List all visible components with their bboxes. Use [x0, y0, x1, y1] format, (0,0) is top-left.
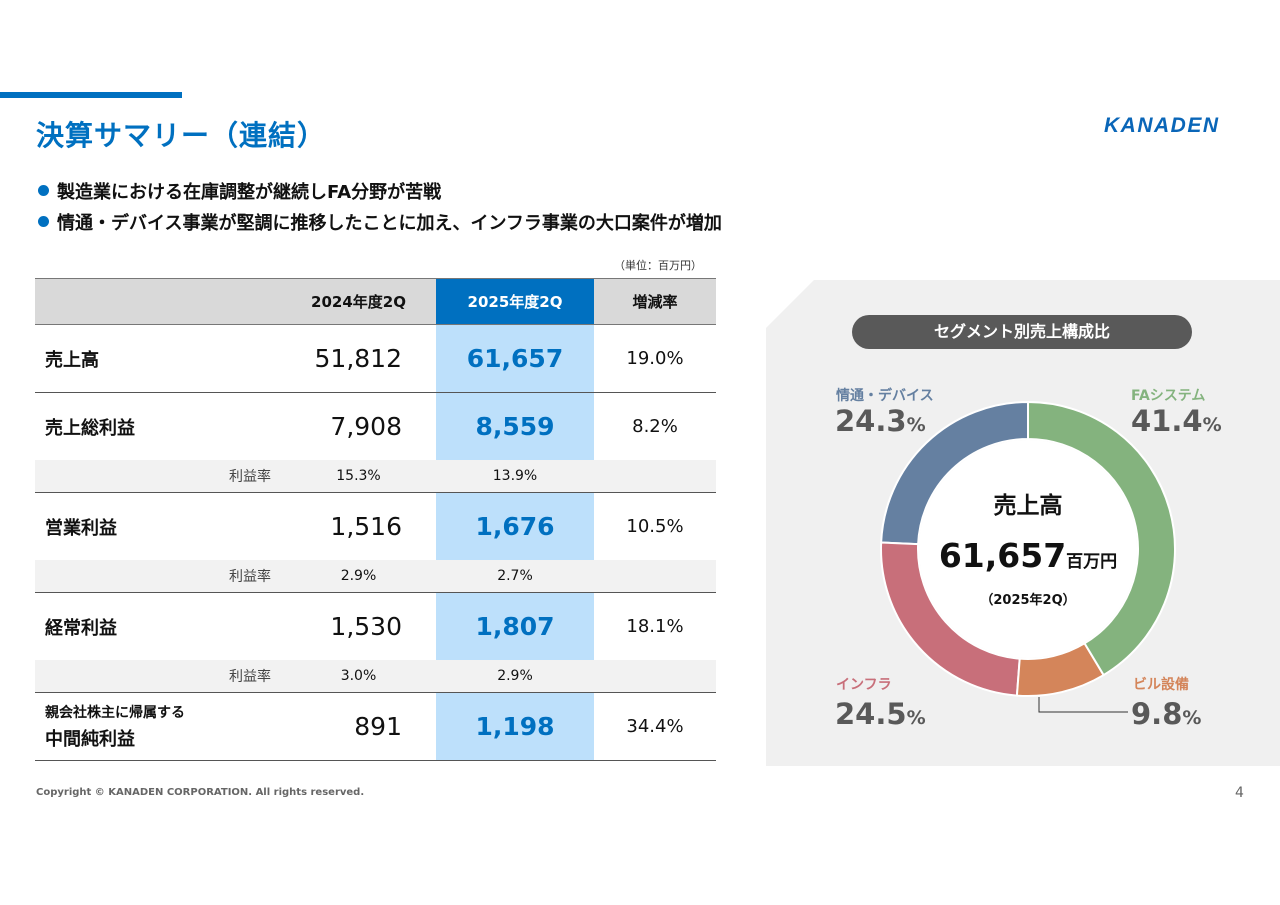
change-rate: 8.2% — [632, 416, 678, 437]
value-2025: 8,559 — [436, 392, 594, 460]
value-2024: 51,812 — [281, 324, 436, 393]
margin-2025: 2.9% — [436, 660, 594, 693]
segment-label-infra: インフラ — [836, 677, 892, 693]
margin-2025: 2.7% — [436, 560, 594, 593]
margin-label: 利益率 — [35, 660, 281, 693]
segment-pct-building: 9.8% — [1131, 697, 1202, 731]
header-2025: 2025年度2Q — [436, 278, 594, 325]
header-2024: 2024年度2Q — [281, 278, 436, 325]
table-row-operating-profit: 営業利益 1,516 1,676 10.5% — [35, 492, 716, 560]
leader-line — [1038, 697, 1128, 713]
table-row-margin: 利益率 3.0% 2.9% — [35, 660, 716, 693]
page-title: 決算サマリー（連結） — [36, 119, 327, 152]
row-label-main: 中間純利益 — [45, 729, 135, 750]
margin-blank — [594, 460, 716, 493]
margin-2024: 15.3% — [281, 460, 436, 493]
segment-label-fa: FAシステム — [1131, 388, 1206, 404]
donut-segment-2 — [880, 541, 1021, 697]
margin-blank — [594, 660, 716, 693]
table-row-net-income: 親会社株主に帰属する 中間純利益 891 1,198 34.4% — [35, 692, 716, 761]
change-rate: 34.4% — [594, 692, 716, 761]
copyright: Copyright © KANADEN CORPORATION. All rig… — [36, 787, 365, 798]
margin-2024: 2.9% — [281, 560, 436, 593]
margin-2025: 13.9% — [436, 460, 594, 493]
header-blank — [35, 278, 281, 325]
bullet-text: 製造業における在庫調整が継続しFA分野が苦戦 — [57, 181, 442, 203]
margin-label: 利益率 — [35, 460, 281, 493]
value-2024: 7,908 — [330, 412, 402, 441]
bullet-dot-icon — [38, 185, 49, 196]
value-2024: 1,516 — [330, 512, 402, 541]
bullet-item: 情通・デバイス事業が堅調に推移したことに加え、インフラ事業の大口案件が増加 — [38, 206, 722, 237]
center-title: 売上高 — [993, 493, 1063, 519]
value-2025: 1,676 — [436, 492, 594, 560]
value-2025: 61,657 — [436, 324, 594, 393]
value-2024: 1,530 — [330, 612, 402, 641]
page-number: 4 — [1235, 785, 1244, 801]
change-rate: 10.5% — [626, 516, 684, 537]
header-change: 増減率 — [594, 278, 716, 325]
value-2025: 1,807 — [436, 592, 594, 660]
bullet-item: 製造業における在庫調整が継続しFA分野が苦戦 — [38, 175, 722, 206]
unit-note: （単位：百万円） — [614, 259, 702, 272]
table-row-ordinary-profit: 経常利益 1,530 1,807 18.1% — [35, 592, 716, 660]
bullet-text: 情通・デバイス事業が堅調に推移したことに加え、インフラ事業の大口案件が増加 — [57, 212, 722, 234]
value-2025: 1,198 — [436, 692, 594, 761]
chart-title: セグメント別売上構成比 — [852, 315, 1192, 349]
title-accent-bar — [0, 92, 182, 98]
summary-bullets: 製造業における在庫調整が継続しFA分野が苦戦 情通・デバイス事業が堅調に推移した… — [38, 175, 722, 237]
kanaden-logo: KANADEN — [1104, 114, 1220, 137]
segment-pct-fa: 41.4% — [1131, 404, 1222, 438]
center-value: 61,657百万円 — [938, 536, 1118, 575]
bullet-dot-icon — [38, 216, 49, 227]
segment-pct-ict: 24.3% — [835, 404, 926, 438]
margin-label: 利益率 — [35, 560, 281, 593]
table-header-row: 2024年度2Q 2025年度2Q 増減率 — [35, 278, 716, 325]
table-row-sales: 売上高 51,812 61,657 19.0% — [35, 324, 716, 393]
table-row-gross-profit: 売上総利益 7,908 8,559 8.2% — [35, 392, 716, 460]
segment-pct-infra: 24.5% — [835, 697, 926, 731]
donut-center: 売上高 61,657百万円 （2025年2Q） — [928, 486, 1128, 608]
segment-label-building: ビル設備 — [1133, 677, 1189, 693]
margin-2024: 3.0% — [281, 660, 436, 693]
row-label: 営業利益 — [45, 517, 117, 539]
center-period: （2025年2Q） — [980, 593, 1076, 608]
change-rate: 18.1% — [626, 616, 684, 637]
segment-label-ict: 情通・デバイス — [836, 388, 934, 404]
table-row-margin: 利益率 15.3% 13.9% — [35, 460, 716, 493]
donut-segment-0 — [1027, 400, 1176, 677]
value-2024: 891 — [281, 692, 436, 761]
financial-summary-table: 2024年度2Q 2025年度2Q 増減率 売上高 51,812 61,657 … — [35, 278, 716, 761]
row-label: 売上総利益 — [45, 417, 135, 439]
margin-blank — [594, 560, 716, 593]
table-row-margin: 利益率 2.9% 2.7% — [35, 560, 716, 593]
row-label-small: 親会社株主に帰属する — [45, 705, 185, 721]
row-label: 売上高 — [35, 324, 281, 393]
donut-hole — [919, 440, 1137, 658]
row-label: 親会社株主に帰属する 中間純利益 — [35, 692, 281, 761]
row-label: 経常利益 — [45, 617, 117, 639]
change-rate: 19.0% — [594, 324, 716, 393]
donut-segment-1 — [1015, 641, 1105, 697]
